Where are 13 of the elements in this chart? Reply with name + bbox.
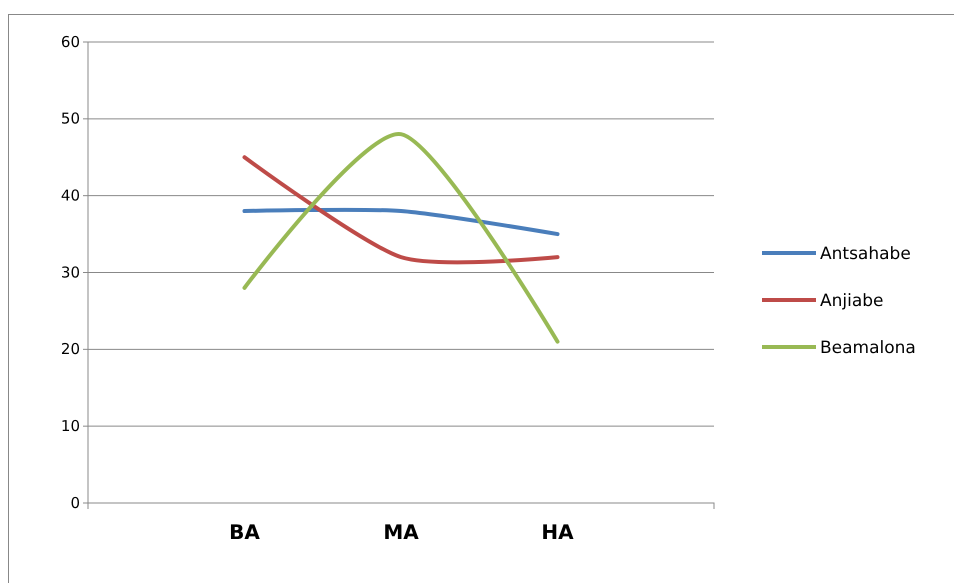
legend-label: Beamalona — [820, 338, 916, 358]
y-tick-label: 50 — [60, 110, 80, 128]
y-tick-label: 40 — [60, 186, 80, 204]
y-tick-label: 30 — [60, 263, 80, 282]
x-tick-label: BA — [229, 520, 260, 544]
x-tick-label: MA — [383, 520, 420, 544]
legend-label: Anjiabe — [820, 291, 884, 311]
y-tick-label: 10 — [60, 416, 80, 435]
y-tick-label: 60 — [60, 32, 80, 51]
y-tick-label: 20 — [60, 340, 80, 358]
y-tick-label: 0 — [70, 494, 80, 512]
x-tick-label: HA — [541, 520, 574, 544]
legend-label: Antsahabe — [820, 244, 911, 264]
